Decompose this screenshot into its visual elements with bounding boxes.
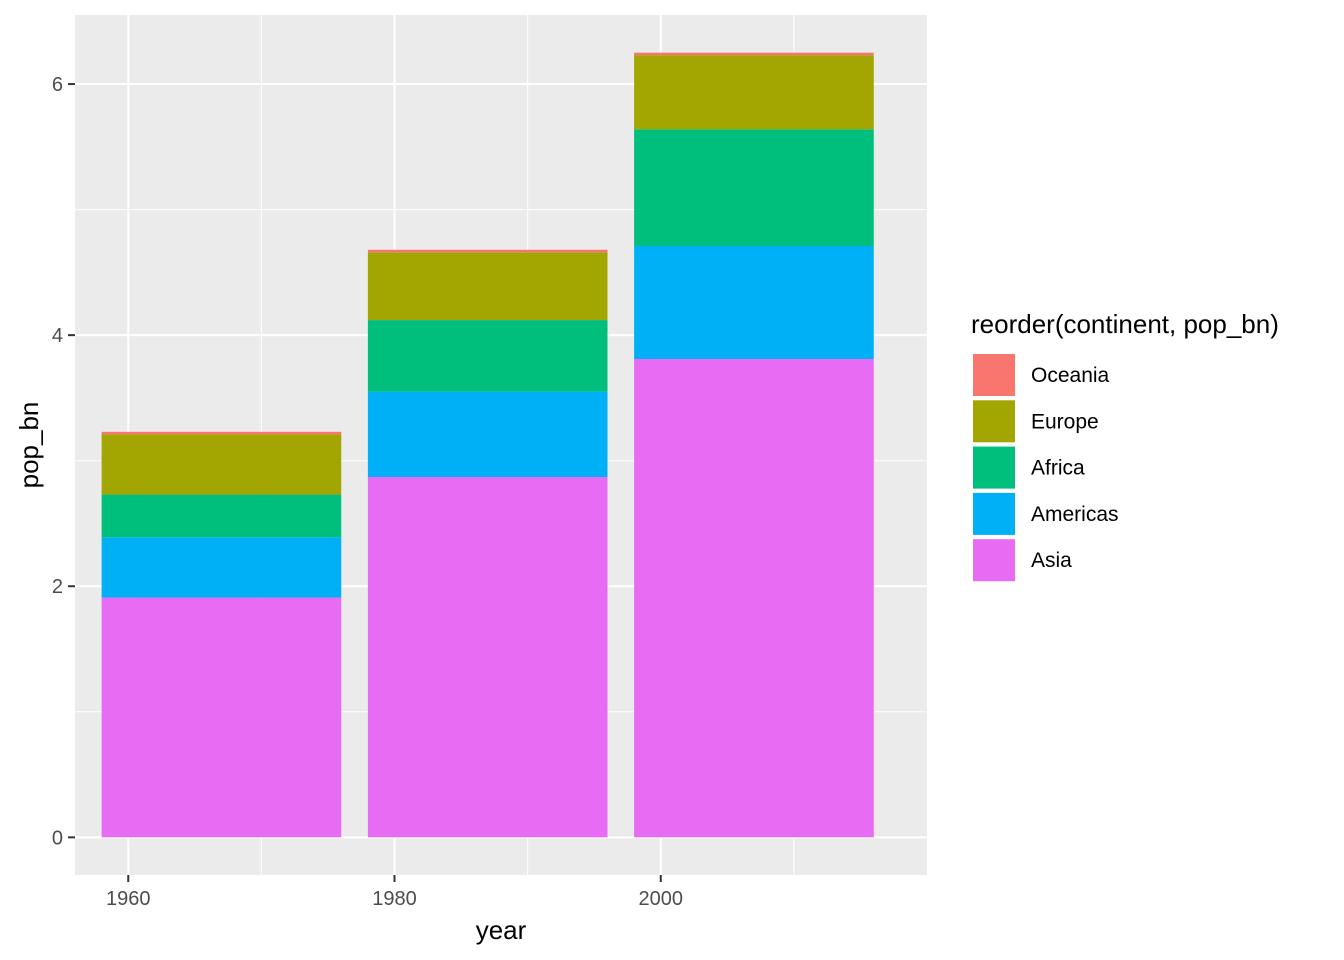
bar-asia-1987 [367, 477, 608, 838]
bar-asia-1967 [101, 597, 342, 838]
bar-africa-1967 [101, 494, 342, 538]
bar-americas-1967 [101, 537, 342, 598]
x-tick-label: 1980 [372, 888, 417, 910]
legend-swatch-asia [971, 537, 1017, 584]
legend-swatch-africa [971, 444, 1017, 491]
y-tick-label: 6 [52, 74, 63, 96]
bar-americas-2007 [634, 246, 874, 359]
y-tick-label: 0 [52, 827, 63, 849]
bar-africa-1987 [367, 320, 608, 392]
legend-swatch-europe [971, 398, 1017, 445]
bar-oceania-2007 [634, 52, 874, 56]
y-axis-title: pop_bn [14, 402, 44, 489]
bar-oceania-1987 [367, 249, 608, 253]
legend: reorder(continent, pop_bn) Oceania Europe… [971, 309, 1279, 584]
x-tick-label: 1960 [106, 888, 151, 910]
legend-swatch-americas [971, 490, 1017, 537]
legend-swatch-oceania [971, 352, 1017, 398]
bar-europe-2007 [634, 55, 874, 130]
bar-oceania-1967 [101, 431, 342, 435]
bar-asia-2007 [634, 359, 874, 838]
x-axis-title: year [476, 915, 527, 945]
bar-europe-1967 [101, 434, 342, 495]
y-tick-label: 4 [52, 325, 63, 347]
bar-africa-2007 [634, 129, 874, 247]
bar-europe-1987 [367, 252, 608, 321]
x-tick-label: 2000 [639, 888, 684, 910]
bars [101, 52, 874, 838]
y-tick-label: 2 [52, 576, 63, 598]
legend-label-oceania: Oceania [1031, 364, 1110, 387]
legend-label-asia: Asia [1031, 549, 1072, 572]
legend-label-europe: Europe [1031, 410, 1099, 433]
legend-title: reorder(continent, pop_bn) [971, 309, 1279, 339]
legend-label-africa: Africa [1031, 457, 1085, 480]
legend-label-americas: Americas [1031, 503, 1119, 526]
y-axis: 0 2 4 6 [52, 74, 75, 849]
x-axis: 1960 1980 2000 [106, 875, 683, 910]
bar-americas-1987 [367, 391, 608, 478]
